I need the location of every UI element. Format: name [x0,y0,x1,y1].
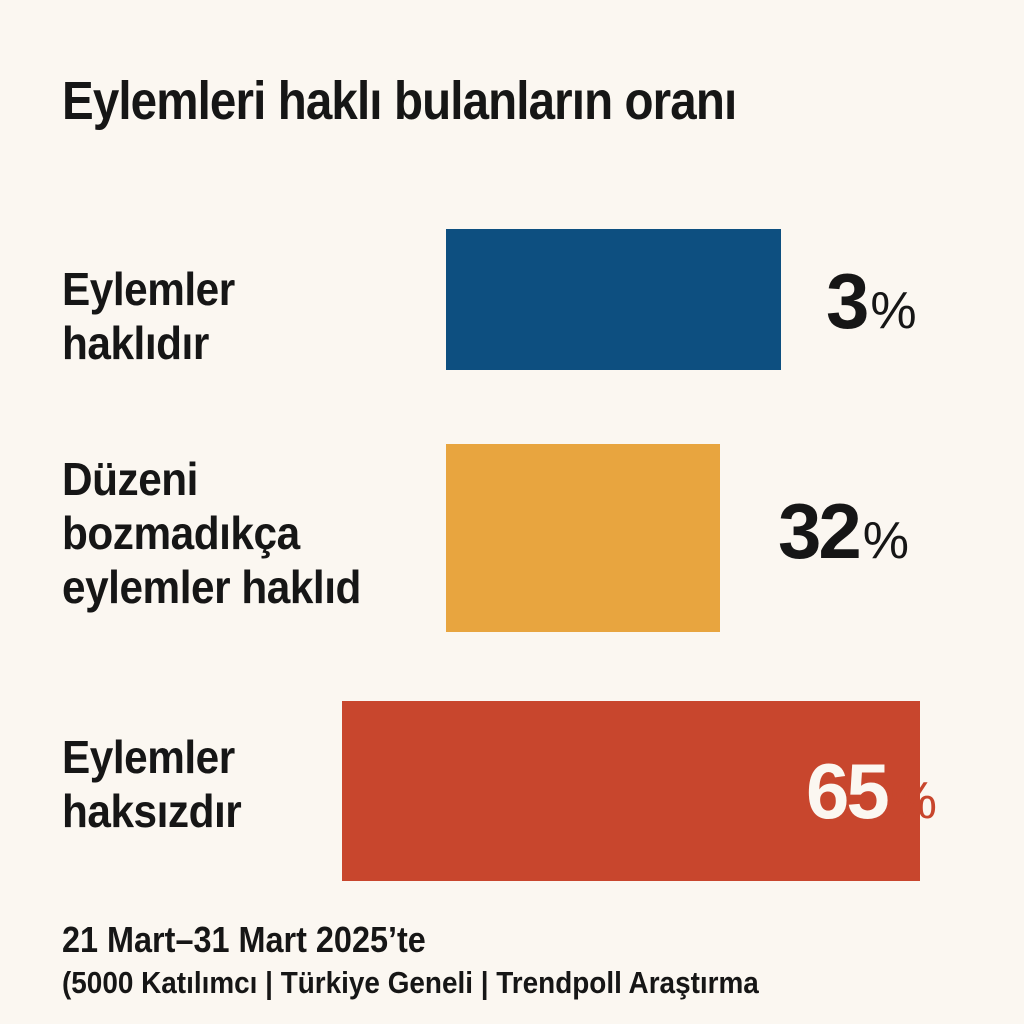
value-unit-2: % [862,512,910,570]
value-number-1: 3 [826,257,869,345]
category-label-1: Eylemler haklıdır [62,263,235,369]
bar-eylemler-haksizdir [342,701,920,881]
bar-eylemler-haklidir [446,229,781,370]
value-label-1: 3% [826,262,917,340]
chart-title: Eylemleri haklı bulanların oranı [62,71,737,131]
value-label-2: 32% [778,492,909,570]
value-unit-3: % [890,772,938,830]
value-number-3: 65 [806,747,890,835]
value-unit-1: % [870,282,917,340]
footer-note: 21 Mart–31 Mart 2025’te (5000 Katılımcı … [62,918,759,1004]
value-label-3: 65% [806,752,937,830]
category-label-2: Düzeni bozmadıkça eylemler haklıd [62,453,361,613]
value-number-2: 32 [778,487,862,575]
footer-date: 21 Mart–31 Mart 2025’te [62,919,426,960]
footer-source: (5000 Katılımcı | Türkiye Geneli | Trend… [62,965,759,1000]
bar-duzeni-bozmadikca [446,444,720,632]
category-label-3: Eylemler haksızdır [62,731,242,837]
